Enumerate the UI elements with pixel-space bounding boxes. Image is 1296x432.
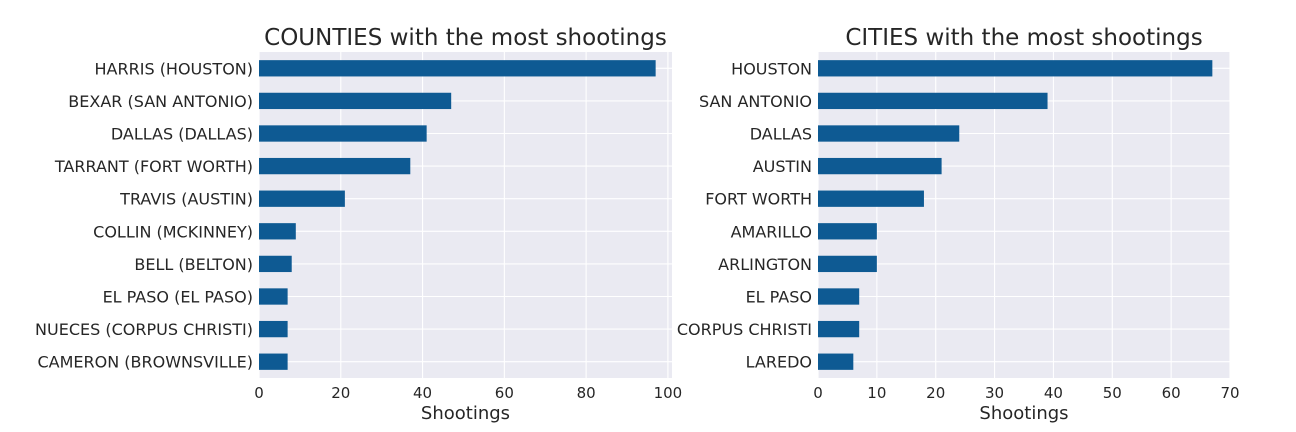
x-tick-label: 40	[1044, 384, 1063, 402]
x-tick-label: 30	[985, 384, 1004, 402]
bar[interactable]	[818, 320, 860, 338]
x-tick-label: 100	[654, 384, 683, 402]
bar[interactable]	[818, 255, 877, 273]
bar[interactable]	[818, 125, 960, 142]
bar[interactable]	[259, 60, 656, 77]
x-tick-label: 20	[926, 384, 945, 402]
chart-panel-1: HARRIS (HOUSTON) BEXAR (SAN ANTONIO) DALLA…	[35, 25, 682, 424]
x-tick-label: 60	[1162, 384, 1181, 402]
x-tick-label: 60	[495, 384, 514, 402]
y-tick-label: HARRIS (HOUSTON)	[95, 59, 253, 78]
x-tick-label: 50	[1103, 384, 1122, 402]
x-tick-label: 0	[813, 384, 823, 402]
y-tick-label: FORT WORTH	[705, 190, 812, 209]
bar[interactable]	[818, 223, 877, 240]
x-tick-label: 70	[1220, 384, 1239, 402]
bar[interactable]	[259, 92, 452, 110]
x-tick-label: 40	[413, 384, 432, 402]
x-tick-label: 80	[577, 384, 596, 402]
chart-title: CITIES with the most shootings	[845, 25, 1202, 51]
bar[interactable]	[259, 125, 427, 142]
x-tick-label: 10	[867, 384, 886, 402]
y-tick-label: LAREDO	[746, 353, 812, 372]
bar[interactable]	[818, 157, 942, 175]
bar[interactable]	[818, 190, 924, 207]
y-tick-label: HOUSTON	[731, 59, 812, 78]
x-tick-label: 20	[331, 384, 350, 402]
bar[interactable]	[259, 353, 288, 370]
bar[interactable]	[259, 288, 288, 305]
y-tick-label: ARLINGTON	[718, 255, 812, 274]
x-tick-label: 0	[254, 384, 264, 402]
bar[interactable]	[259, 255, 292, 273]
x-axis-label: Shootings	[421, 403, 510, 424]
chart-panel-2: HOUSTON SAN ANTONIO DALLAS AUSTIN FORT WORTH…	[677, 25, 1240, 424]
bar[interactable]	[259, 190, 345, 207]
bar[interactable]	[818, 288, 860, 305]
y-tick-label: CORPUS CHRISTI	[677, 320, 812, 339]
y-tick-label: BELL (BELTON)	[134, 255, 253, 274]
y-tick-label: AMARILLO	[731, 222, 812, 241]
y-tick-label: AUSTIN	[753, 157, 812, 176]
y-tick-label: DALLAS	[750, 125, 812, 144]
x-axis-label: Shootings	[979, 403, 1068, 424]
y-tick-label: TRAVIS (AUSTIN)	[119, 190, 253, 209]
bar[interactable]	[259, 157, 411, 175]
y-tick-label: EL PASO (EL PASO)	[103, 288, 253, 307]
y-tick-label: EL PASO	[746, 288, 812, 307]
y-tick-label: COLLIN (MCKINNEY)	[93, 222, 253, 241]
y-tick-label: NUECES (CORPUS CHRISTI)	[35, 320, 253, 339]
y-tick-label: DALLAS (DALLAS)	[111, 125, 253, 144]
y-tick-label: TARRANT (FORT WORTH)	[54, 157, 253, 176]
y-tick-label: CAMERON (BROWNSVILLE)	[37, 353, 253, 372]
y-tick-label: SAN ANTONIO	[699, 92, 812, 111]
bar[interactable]	[818, 92, 1048, 110]
bar[interactable]	[259, 320, 288, 338]
y-tick-label: BEXAR (SAN ANTONIO)	[68, 92, 253, 111]
bar[interactable]	[818, 353, 854, 370]
bar[interactable]	[818, 60, 1213, 77]
chart-title: COUNTIES with the most shootings	[264, 25, 667, 51]
bar[interactable]	[259, 223, 296, 240]
